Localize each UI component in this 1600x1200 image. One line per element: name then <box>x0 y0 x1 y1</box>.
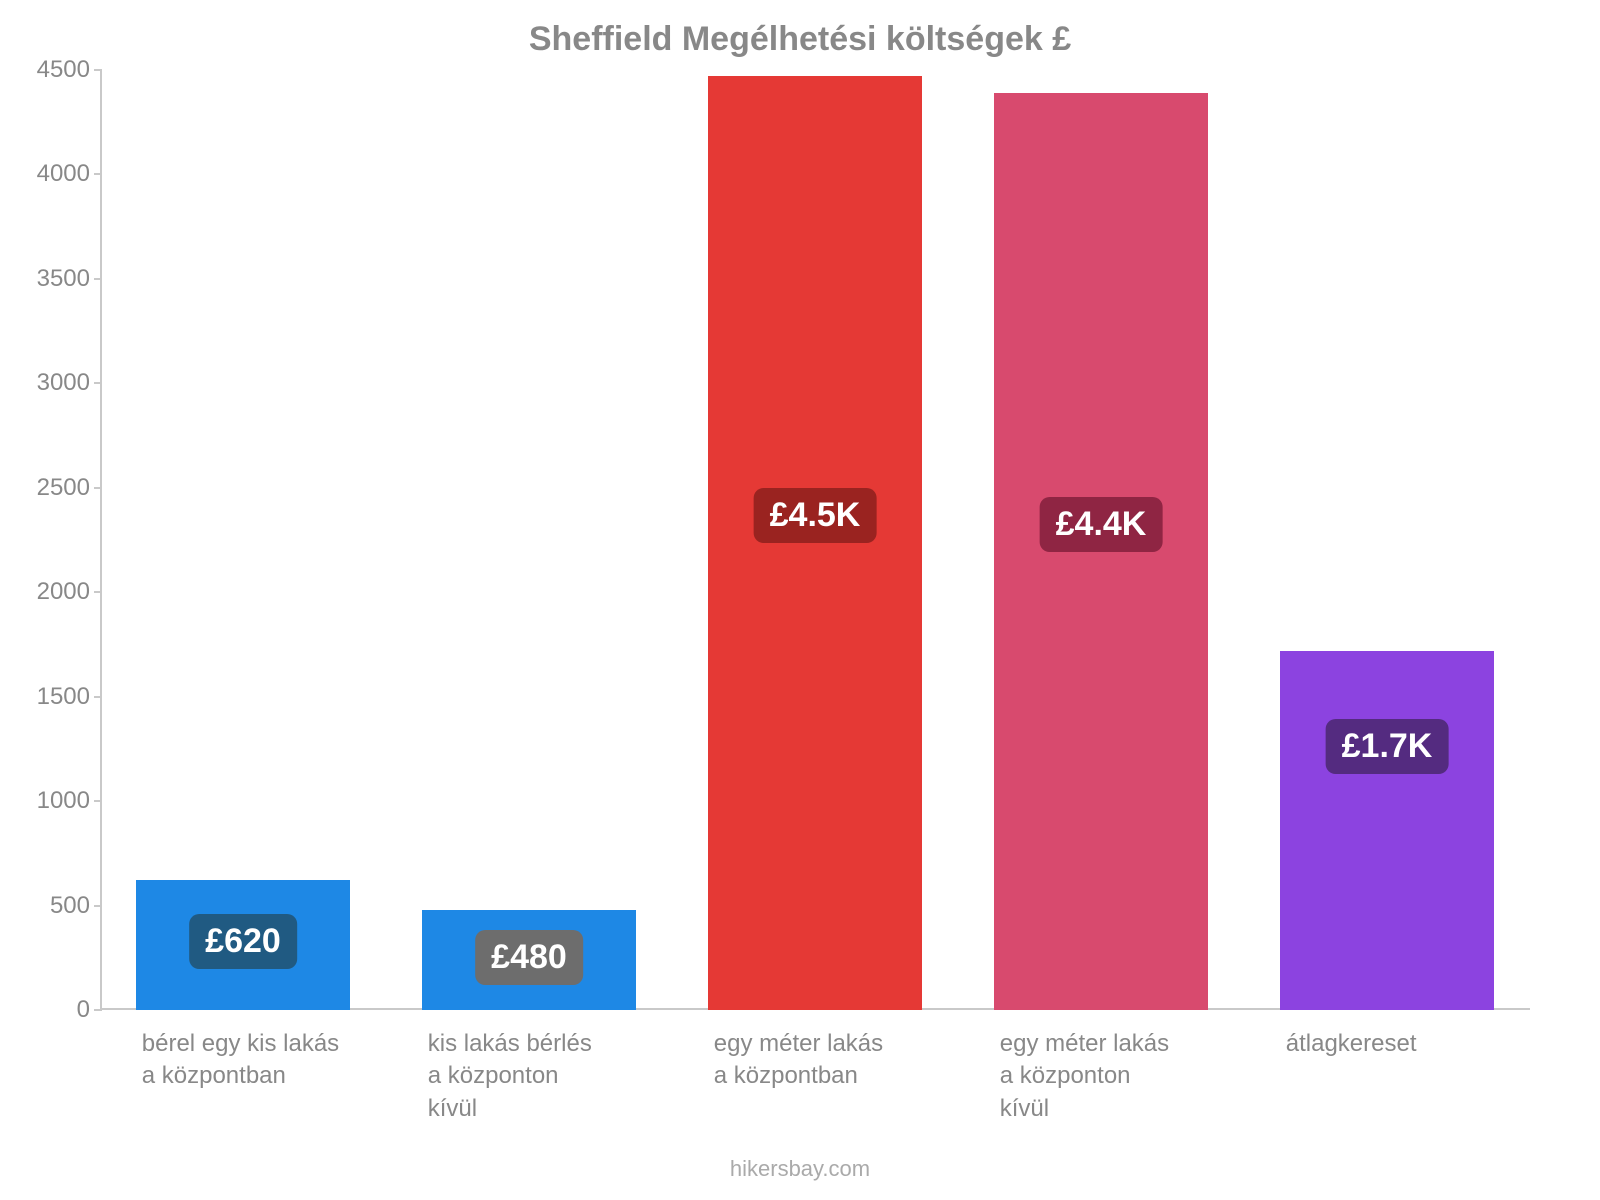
x-tick-label: átlagkereset <box>1286 1028 1489 1060</box>
x-tick-label: egy méter lakása központban <box>714 1028 917 1093</box>
x-tick-label-line: bérel egy kis lakás <box>142 1028 345 1060</box>
y-tick-mark <box>94 591 102 593</box>
bar <box>708 76 923 1010</box>
y-tick-mark <box>94 69 102 71</box>
value-badge: £4.5K <box>754 488 877 543</box>
y-tick-label: 0 <box>10 996 90 1024</box>
y-tick-mark <box>94 487 102 489</box>
x-tick-label: bérel egy kis lakása központban <box>142 1028 345 1093</box>
y-tick-mark <box>94 905 102 907</box>
y-tick-mark <box>94 1009 102 1011</box>
y-tick-label: 4000 <box>10 160 90 188</box>
y-tick-mark <box>94 800 102 802</box>
y-tick-label: 2500 <box>10 474 90 502</box>
y-tick-mark <box>94 173 102 175</box>
y-tick-label: 3000 <box>10 369 90 397</box>
x-tick-label-line: átlagkereset <box>1286 1028 1489 1060</box>
bar <box>1280 651 1495 1010</box>
y-tick-label: 500 <box>10 892 90 920</box>
x-tick-label-line: kis lakás bérlés <box>428 1028 631 1060</box>
value-badge: £4.4K <box>1040 497 1163 552</box>
attribution-text: hikersbay.com <box>0 1156 1600 1182</box>
y-tick-label: 1000 <box>10 787 90 815</box>
y-tick-label: 3500 <box>10 265 90 293</box>
x-tick-label: egy méter lakása központonkívül <box>1000 1028 1203 1125</box>
y-tick-mark <box>94 382 102 384</box>
chart-title: Sheffield Megélhetési költségek £ <box>0 20 1600 59</box>
y-tick-label: 4500 <box>10 56 90 84</box>
y-tick-mark <box>94 278 102 280</box>
x-tick-label-line: egy méter lakás <box>1000 1028 1203 1060</box>
x-tick-label-line: kívül <box>428 1093 631 1125</box>
value-badge: £480 <box>475 930 583 985</box>
x-tick-label-line: a központon <box>1000 1060 1203 1092</box>
x-tick-label-line: a központon <box>428 1060 631 1092</box>
y-tick-label: 1500 <box>10 683 90 711</box>
value-badge: £1.7K <box>1326 719 1449 774</box>
y-tick-label: 2000 <box>10 578 90 606</box>
x-tick-label-line: a központban <box>714 1060 917 1092</box>
y-tick-mark <box>94 696 102 698</box>
x-tick-label: kis lakás bérlésa központonkívül <box>428 1028 631 1125</box>
x-tick-label-line: egy méter lakás <box>714 1028 917 1060</box>
chart-container: Sheffield Megélhetési költségek £ hikers… <box>0 0 1600 1200</box>
x-tick-label-line: kívül <box>1000 1093 1203 1125</box>
x-tick-label-line: a központban <box>142 1060 345 1092</box>
value-badge: £620 <box>189 914 297 969</box>
